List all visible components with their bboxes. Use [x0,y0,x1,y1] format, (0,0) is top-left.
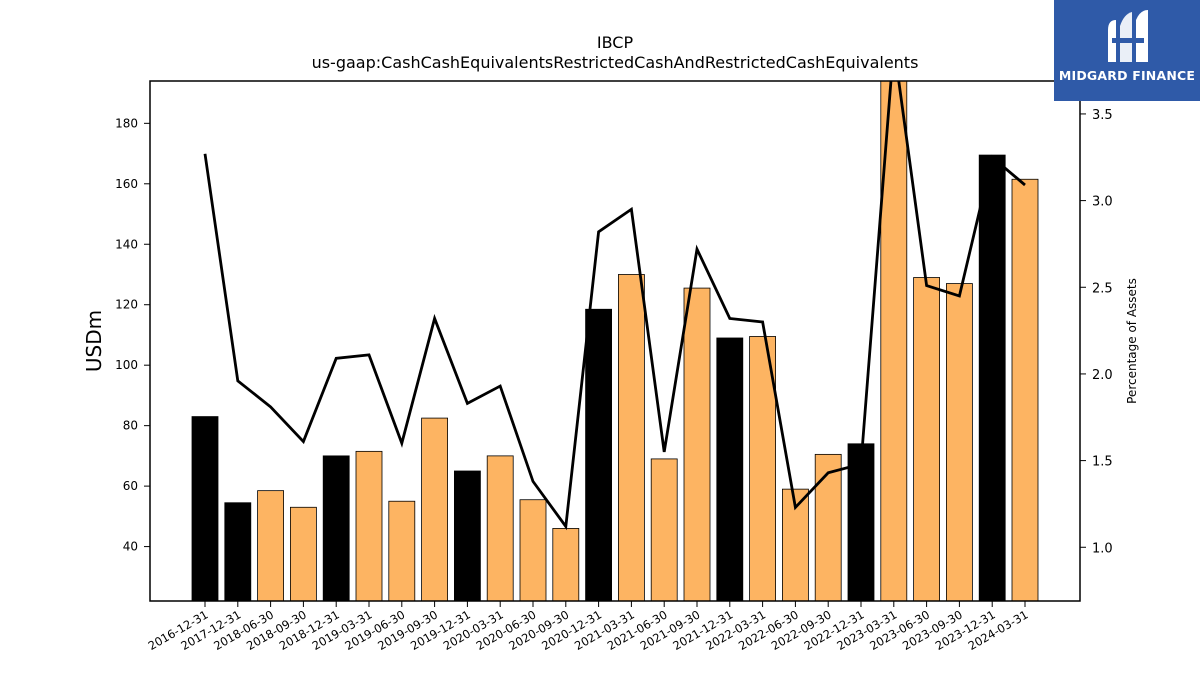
bar [453,470,481,602]
y-tick-label: 40 [123,540,138,554]
y-tick-label: 180 [115,116,138,130]
bar [716,337,744,602]
bar [683,287,711,602]
line-series [203,81,1026,531]
bar [650,458,678,602]
bar [289,506,317,602]
y2-tick-label: 2.5 [1092,281,1113,296]
bar [618,274,645,602]
bar [1011,178,1039,602]
x-axis: 2016-12-312017-12-312018-06-302018-09-30… [146,601,1031,653]
y-tick-label: 140 [115,237,138,251]
y-tick-label: 100 [115,358,138,372]
logo-text: MIDGARD FINANCE [1058,68,1196,83]
bar [257,490,285,602]
bar [355,450,383,602]
y-tick-label: 60 [123,479,138,493]
y-tick-label: 160 [115,177,138,191]
left-axis: 40 60 80 100 120 140 160 180 [115,116,150,554]
plot-frame [149,80,1081,602]
chart-title: IBCP [597,33,634,52]
y-axis-label: USDm [82,310,106,372]
logo-mark-icon [1108,10,1148,62]
bar [486,455,514,602]
bar [847,443,875,602]
bar [191,416,219,602]
y2-tick-label: 2.0 [1092,368,1113,383]
bar [585,308,612,602]
line-layer [203,81,1026,531]
y2-axis-label: Percentage of Assets [1125,278,1139,404]
bar [388,500,416,602]
bar [421,417,449,602]
bar [978,154,1006,602]
bar [946,283,973,602]
y2-tick-label: 1.0 [1092,541,1113,556]
bar [814,453,842,602]
bars-layer [191,80,1039,602]
bar [519,499,547,602]
y2-tick-label: 3.0 [1092,195,1113,210]
right-axis: 1.0 1.5 2.0 2.5 3.0 3.5 [1080,108,1113,556]
bar [322,455,350,602]
bar [913,277,940,602]
chart-subtitle: us-gaap:CashCashEquivalentsRestrictedCas… [312,53,919,72]
y-tick-label: 120 [115,298,138,312]
y2-tick-label: 1.5 [1092,455,1113,470]
bar [749,336,776,602]
midgard-finance-logo: MIDGARD FINANCE [1054,0,1200,101]
bar [552,528,580,602]
y2-tick-label: 3.5 [1092,108,1113,123]
bar [224,502,252,602]
y-tick-label: 80 [123,419,138,433]
